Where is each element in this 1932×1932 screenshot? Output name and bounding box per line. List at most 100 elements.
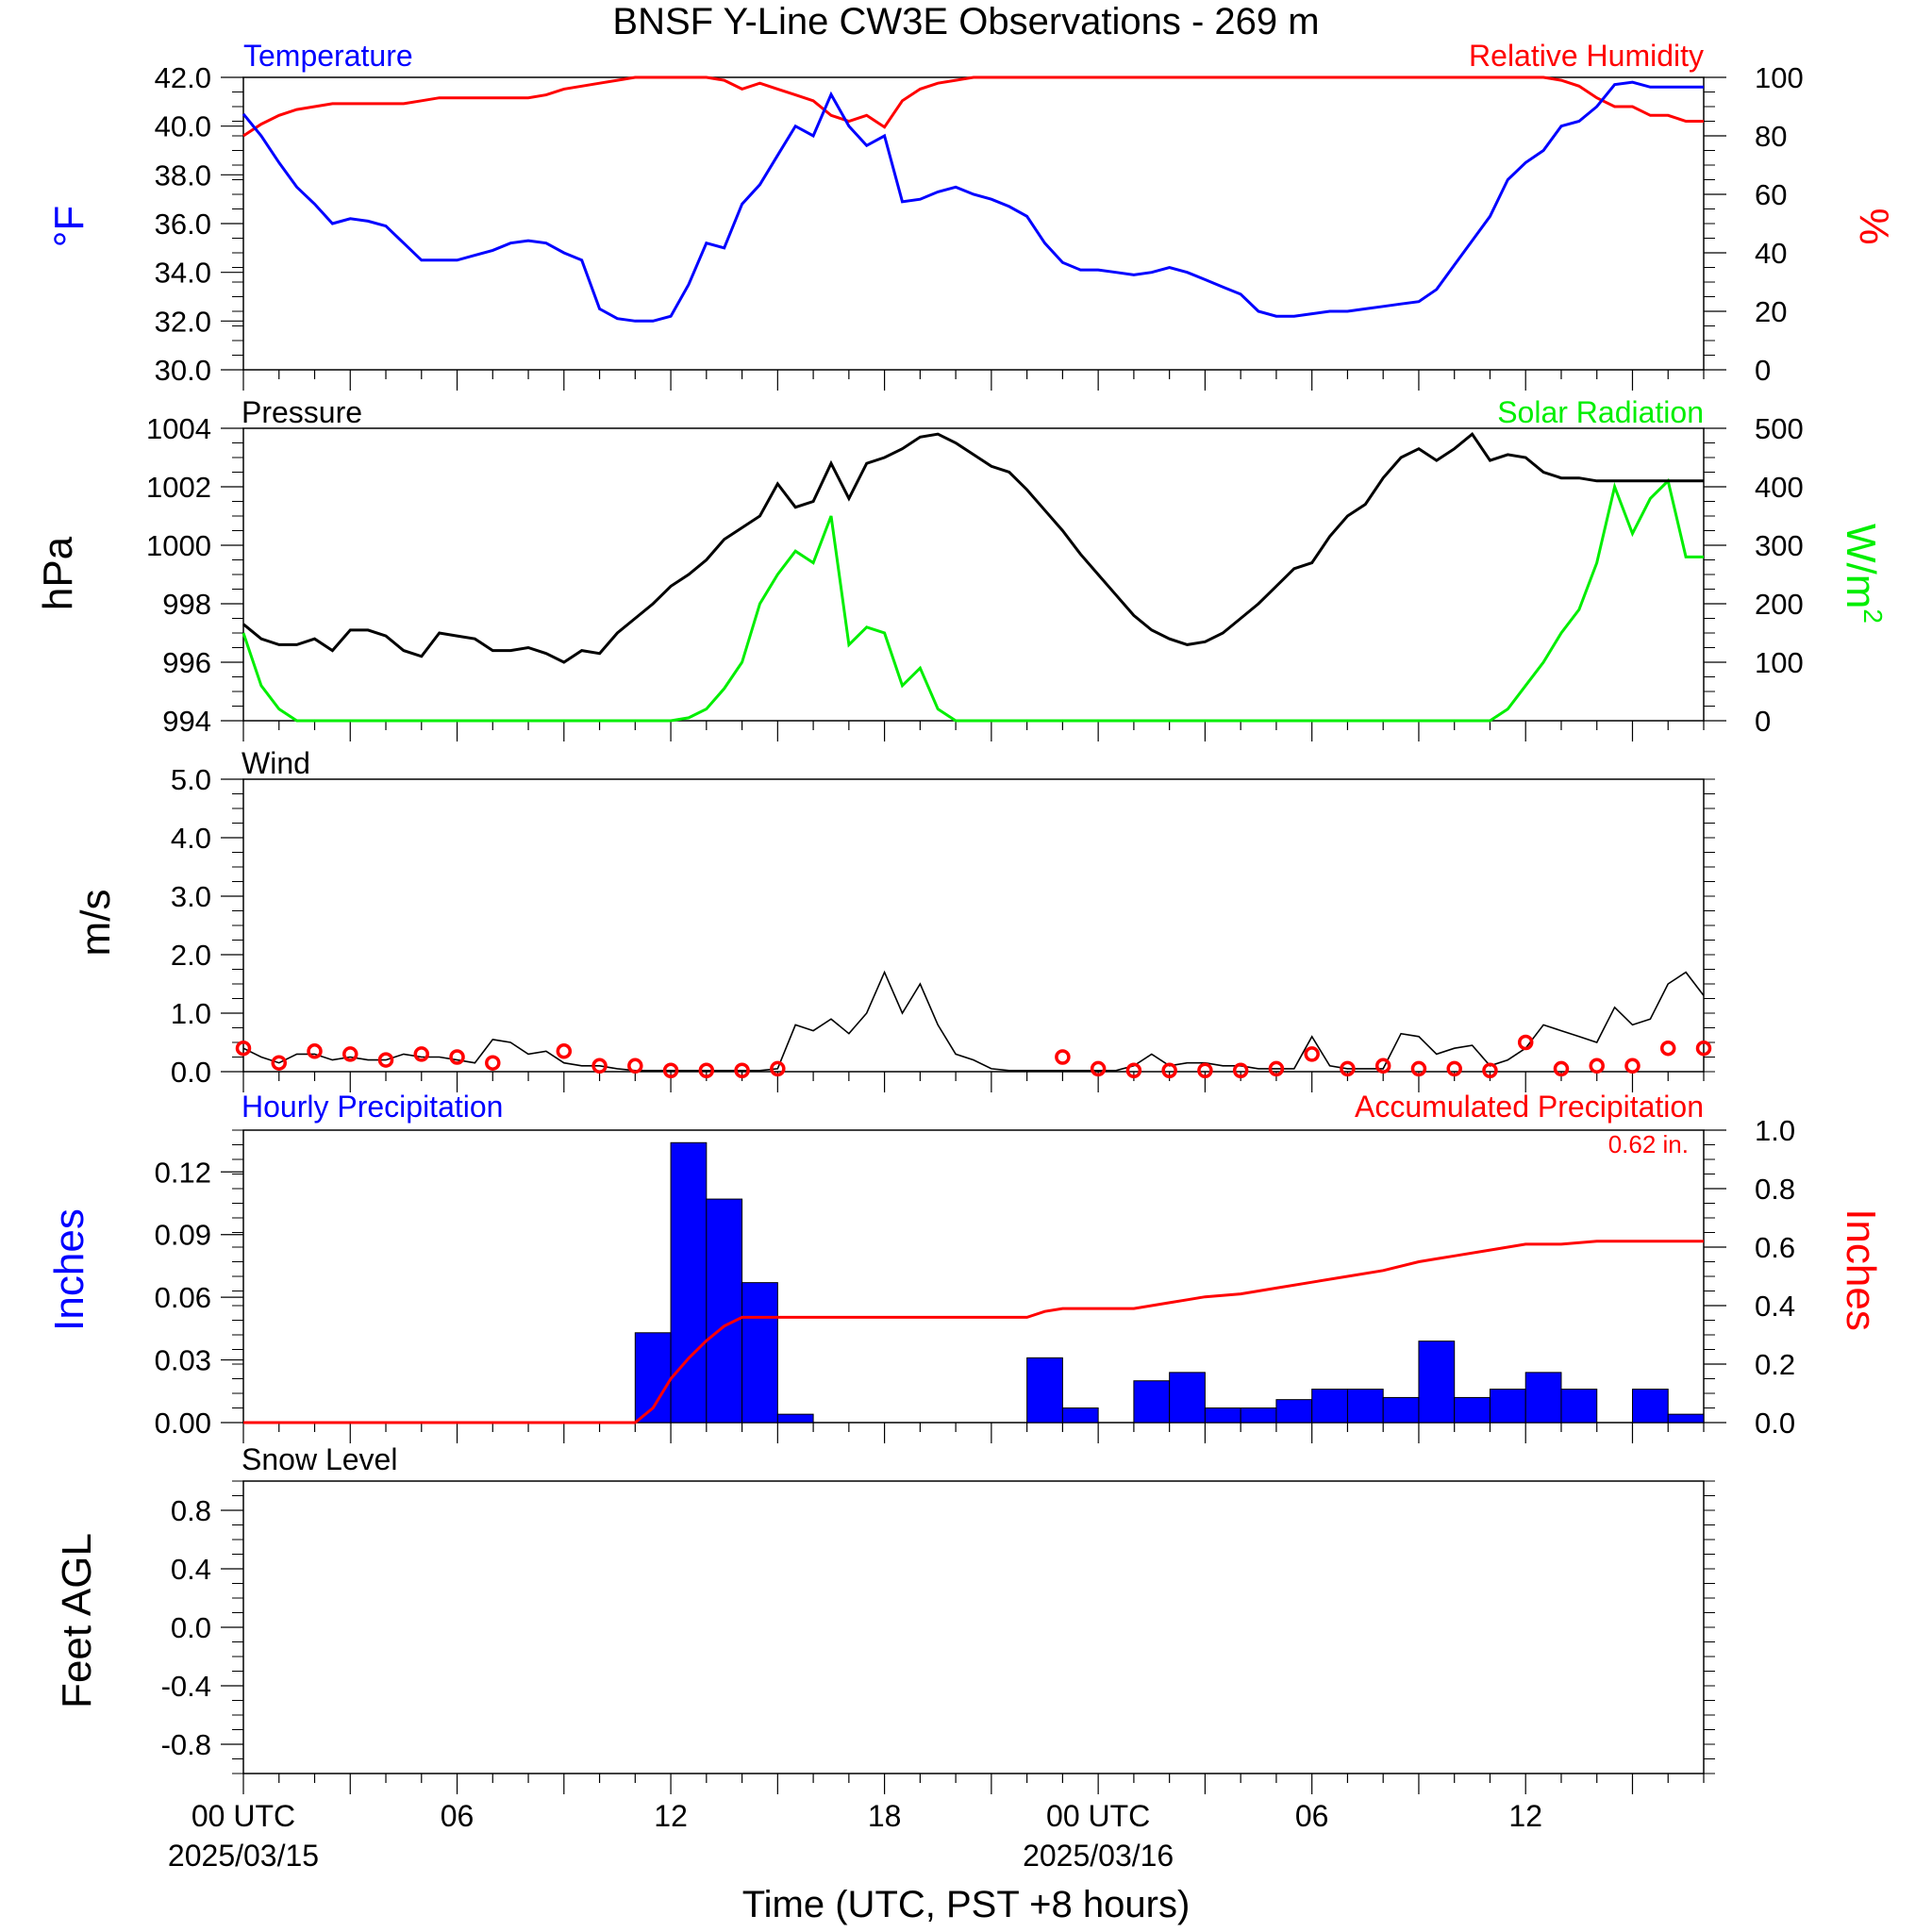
y-tick-label: 0.0 [171,1056,211,1089]
calm-wind-marker [413,1046,430,1062]
calm-wind-marker [1125,1062,1142,1079]
hourly-precip-bar [741,1282,778,1424]
y-tick-label: 0.12 [155,1156,211,1189]
calm-wind-marker [662,1062,679,1079]
calm-wind-marker [1232,1062,1249,1079]
time-axis: 00 UTC 2025/03/15 06 12 18 00 UTC 2025/03/16 06… [168,1799,1542,1873]
calm-wind-marker [1197,1062,1213,1079]
x-tick-label: 18 [868,1799,902,1833]
x-tick-label: 06 [1295,1799,1329,1833]
y-right-tick-label: 100 [1755,61,1804,94]
y-tick-label: 3.0 [171,880,211,913]
accum-precip-title: Accumulated Precipitation [1355,1090,1704,1124]
hourly-precip-bar [1061,1407,1099,1424]
pressure-axis-label: hPa [35,536,81,610]
y-tick-label: 1002 [146,471,211,504]
x-tick-label: 06 [441,1799,475,1833]
calm-wind-marker [1090,1060,1107,1077]
calm-wind-marker [377,1052,394,1068]
solar-title: Solar Radiation [1497,395,1704,429]
temperature-title: Temperature [243,39,413,73]
pressure-solar-panel: Pressure Solar Radiation hPa W/m2 994 996… [35,395,1888,741]
y-right-tick-label: 100 [1755,646,1804,679]
hourly-precip-bar [1026,1357,1063,1424]
calm-wind-marker [449,1049,465,1065]
calm-wind-marker [1553,1060,1570,1077]
y-right-tick-label: 0.4 [1755,1290,1795,1323]
y-right-tick-label: 0.0 [1755,1407,1795,1440]
calm-wind-marker [734,1062,750,1079]
calm-wind-marker [271,1055,288,1071]
y-tick-label: 40.0 [155,110,211,143]
precipitation-panel: Hourly Precipitation Accumulated Precipi… [46,1090,1884,1443]
hourly-precip-bar [1346,1389,1384,1424]
precipitation-plot: 0.00 0.03 0.06 0.09 0.12 0.0 0.2 0.4 0.6 0.8 1.0 [155,1114,1795,1443]
y-tick-label: -0.8 [161,1728,211,1761]
pressure-solar-plot: 994 996 998 1000 1002 1004 0 100 200 300 400 500 [146,412,1804,741]
y-tick-label: 1.0 [171,997,211,1030]
calm-wind-marker [591,1058,608,1074]
y-tick-label: 1000 [146,529,211,562]
calm-wind-marker [1304,1046,1320,1062]
hourly-precip-title: Hourly Precipitation [242,1090,503,1124]
y-tick-label: 4.0 [171,822,211,855]
y-tick-label: 36.0 [155,208,211,241]
hourly-precip-bar [1382,1396,1420,1424]
calm-wind-marker [1446,1060,1462,1077]
calm-wind-marker [556,1043,573,1059]
calm-wind-marker [1410,1060,1427,1077]
temperature-humidity-panel: Temperature Relative Humidity °F % 30.03… [46,39,1897,391]
y-tick-label: 32.0 [155,305,211,338]
y-tick-label: 994 [162,705,211,738]
y-right-tick-label: 500 [1755,412,1804,445]
snow-level-axis-label: Feet AGL [54,1533,100,1708]
hourly-precip-bar [1631,1389,1669,1424]
y-right-tick-label: 0 [1755,354,1771,387]
calm-wind-marker [1340,1060,1356,1077]
hourly-precip-axis-label: Inches [46,1208,92,1331]
temperature-line [242,80,1704,323]
accum-precip-line [243,1240,1704,1424]
y-right-tick-label: 0.6 [1755,1231,1795,1264]
calm-wind-marker [1055,1049,1071,1065]
x-tick-label: 00 UTC [1046,1799,1150,1833]
snow-level-plot: -0.8 -0.4 0.0 0.4 0.8 [161,1480,1715,1794]
calm-wind-marker [307,1043,323,1059]
solar-radiation-line [242,477,1704,723]
calm-wind-marker [1161,1062,1177,1079]
y-right-tick-label: 0.2 [1755,1348,1795,1381]
y-tick-label: 30.0 [155,354,211,387]
calm-wind-marker [1374,1058,1391,1074]
hourly-precip-bar [1489,1389,1526,1424]
y-right-tick-label: 80 [1755,120,1787,153]
y-right-tick-label: 400 [1755,471,1804,504]
snow-level-title: Snow Level [242,1442,397,1476]
hourly-precip-bar [706,1198,743,1424]
calm-wind-marker [342,1046,358,1062]
y-tick-label: 0.03 [155,1344,211,1377]
calm-wind-marker [1659,1040,1676,1057]
y-tick-label: 0.0 [171,1611,211,1644]
y-right-tick-label: 1.0 [1755,1114,1795,1147]
y-tick-label: 38.0 [155,158,211,192]
y-tick-label: 5.0 [171,763,211,796]
y-tick-label: 996 [162,646,211,679]
hourly-precip-bar [1560,1389,1598,1424]
humidity-line [242,75,1704,138]
y-tick-label: 998 [162,588,211,621]
humidity-axis-label: % [1851,208,1897,244]
calm-wind-marker [770,1060,786,1077]
y-tick-label: 42.0 [155,61,211,94]
hourly-precip-bar [1133,1380,1171,1424]
hourly-precip-bar [1169,1372,1206,1424]
y-tick-label: 1004 [146,412,211,445]
y-right-tick-label: 40 [1755,237,1787,270]
calm-wind-marker [1268,1060,1285,1077]
calm-wind-marker [235,1040,252,1057]
humidity-title: Relative Humidity [1469,39,1704,73]
y-right-tick-label: 20 [1755,295,1787,328]
hourly-precip-bar [1275,1399,1313,1424]
x-tick-date-label: 2025/03/15 [168,1839,319,1873]
accum-precip-axis-label: Inches [1838,1208,1884,1331]
